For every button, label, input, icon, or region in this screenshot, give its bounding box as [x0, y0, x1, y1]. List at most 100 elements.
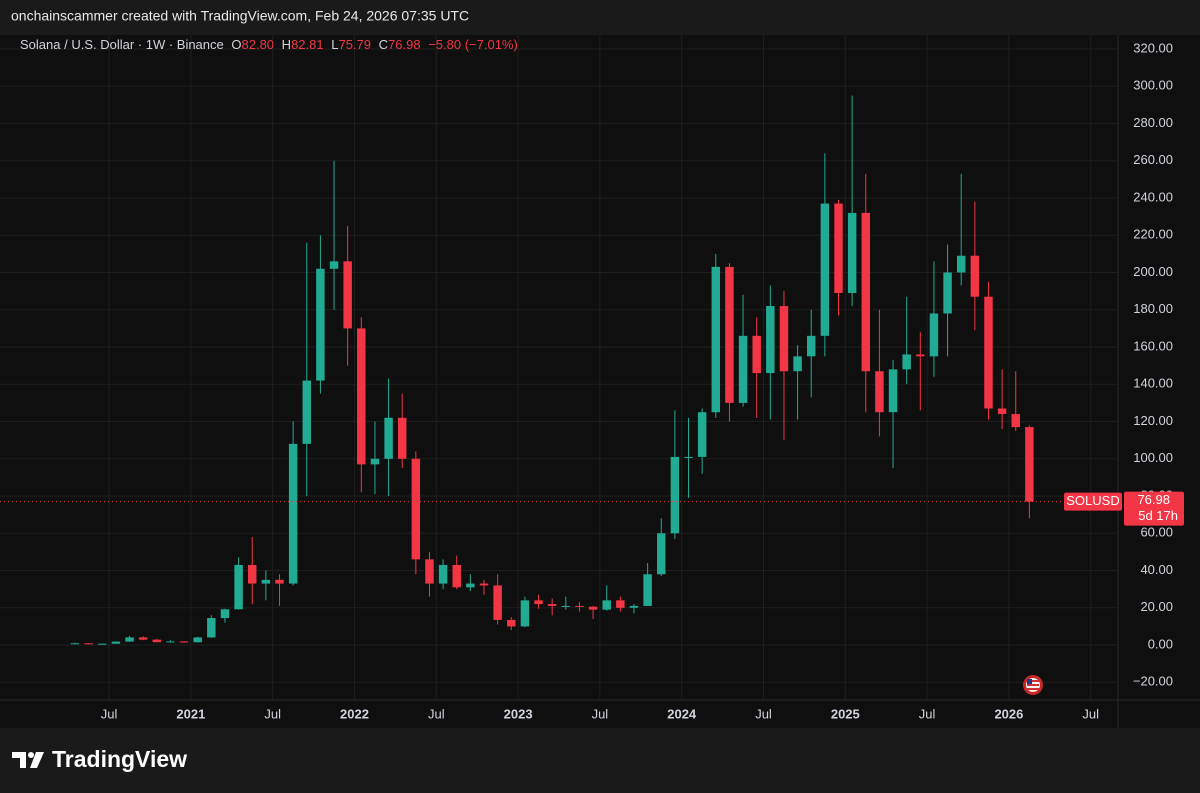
candle-body: [316, 268, 325, 381]
candle-body: [452, 564, 461, 588]
y-tick-label: 160.00: [1133, 338, 1173, 353]
legend-symbol: Solana / U.S. Dollar · 1W · Binance: [20, 37, 224, 52]
y-tick-label: 240.00: [1133, 189, 1173, 204]
legend-value: 76.98: [388, 37, 421, 52]
candle-body: [234, 564, 243, 610]
candle-body: [166, 641, 175, 643]
candle-body: [929, 313, 939, 357]
header-text: onchainscammer created with TradingView.…: [11, 8, 469, 24]
candle-body: [425, 559, 434, 584]
candle-body: [684, 456, 693, 458]
candle-body: [111, 641, 121, 644]
candle-body: [70, 643, 80, 645]
candle-body: [411, 458, 421, 560]
candle-body: [588, 606, 598, 610]
candle-body: [847, 212, 857, 293]
candle-body: [84, 643, 93, 645]
candle-body: [861, 212, 870, 372]
x-tick-label: 2024: [667, 706, 697, 721]
candle-body: [275, 579, 284, 584]
last-price-label: 76.98: [1137, 492, 1170, 507]
candle-body: [520, 600, 530, 627]
legend-value: 75.79: [338, 37, 371, 52]
candle-body: [807, 335, 816, 357]
y-tick-label: 300.00: [1133, 78, 1173, 93]
candle-body: [547, 604, 557, 606]
y-tick-label: 180.00: [1133, 301, 1173, 316]
candle-body: [943, 272, 952, 314]
candle-body: [779, 306, 789, 372]
candle-body: [125, 637, 134, 642]
x-tick-label: Jul: [428, 706, 445, 721]
legend-key: O: [231, 37, 241, 52]
candle-body: [248, 564, 257, 584]
candle-body: [752, 335, 761, 374]
candle-body: [670, 456, 680, 534]
candle-body: [738, 335, 748, 403]
grid: [0, 35, 1118, 700]
candle-body: [997, 408, 1007, 415]
candle-body: [329, 261, 339, 269]
y-tick-label: 200.00: [1133, 264, 1173, 279]
y-tick-label: 280.00: [1133, 115, 1173, 130]
candle-body: [984, 296, 993, 409]
legend-key: C: [379, 37, 388, 52]
x-tick-label: 2025: [831, 706, 860, 721]
candle-body: [493, 585, 502, 620]
candle-body: [711, 266, 721, 413]
y-tick-label: 260.00: [1133, 152, 1173, 167]
candle-body: [357, 328, 366, 465]
candle-body: [725, 266, 734, 403]
x-tick-label: Jul: [264, 706, 281, 721]
candle-body: [902, 354, 911, 370]
candle-body: [766, 306, 775, 374]
candle-body: [179, 641, 189, 643]
candle-body: [152, 639, 162, 643]
candle-body: [479, 583, 489, 586]
candle-body: [220, 609, 230, 619]
candle-body: [1011, 414, 1020, 428]
candle-body: [793, 356, 802, 372]
y-tick-label: 0.00: [1148, 636, 1173, 651]
candle-body: [657, 533, 666, 575]
y-tick-label: 20.00: [1140, 599, 1173, 614]
x-tick-label: Jul: [755, 706, 772, 721]
legend: Solana / U.S. Dollar · 1W · Binance O82.…: [20, 37, 518, 52]
legend-value: 82.81: [291, 37, 324, 52]
legend-change: −5.80 (−7.01%): [428, 37, 518, 52]
candle-body: [261, 579, 271, 584]
candle-body: [561, 605, 571, 607]
candle-body: [343, 261, 352, 329]
y-tick-label: 320.00: [1133, 40, 1173, 55]
x-tick-label: 2021: [176, 706, 205, 721]
legend-key: L: [331, 37, 338, 52]
candle-body: [643, 574, 652, 606]
x-tick-label: Jul: [1082, 706, 1099, 721]
candle-body: [302, 380, 311, 444]
x-tick-label: Jul: [919, 706, 936, 721]
x-tick-label: Jul: [592, 706, 609, 721]
candle-body: [1025, 427, 1034, 502]
candle-body: [138, 637, 148, 640]
footer-bar: [0, 728, 1200, 793]
candle-body: [629, 605, 639, 608]
candle-body: [602, 600, 611, 610]
candle-body: [288, 443, 298, 584]
brand-logo: TradingView: [12, 746, 187, 772]
plot: [0, 95, 1118, 645]
candle-body: [98, 643, 107, 645]
legend-key: H: [282, 37, 291, 52]
y-tick-label: 60.00: [1140, 525, 1173, 540]
x-tick-label: Jul: [101, 706, 118, 721]
candle-body: [207, 618, 216, 638]
countdown-label: 5d 17h: [1138, 508, 1178, 523]
candle-body: [370, 458, 380, 465]
candle-body: [916, 354, 925, 357]
symbol-badge: [1064, 492, 1122, 511]
candle-body: [875, 371, 884, 413]
candle-body: [956, 255, 966, 273]
candle-body: [384, 417, 393, 459]
legend-value: 82.80: [242, 37, 275, 52]
y-tick-label: −20.00: [1133, 674, 1173, 689]
